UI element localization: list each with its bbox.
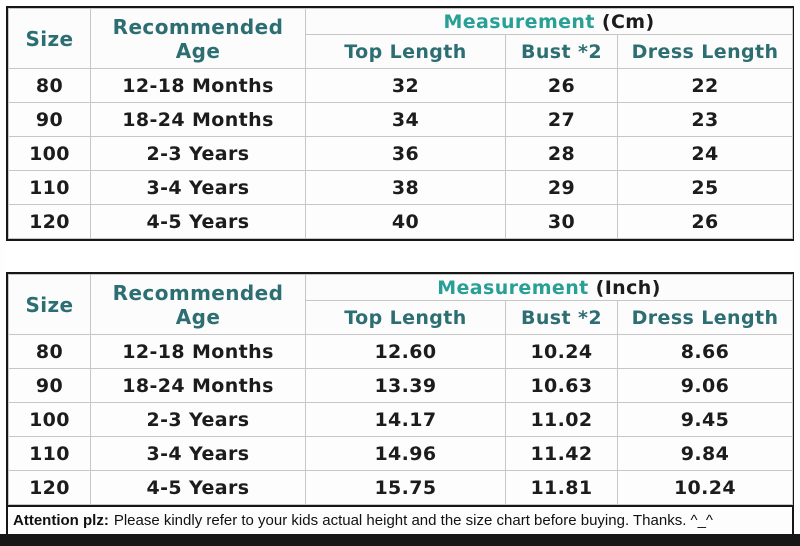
inch-row-110: 110 3-4 Years 14.96 11.42 9.84 [8, 436, 793, 471]
top-length-cell: 34 [305, 102, 506, 137]
bust-cell: 11.02 [505, 402, 618, 437]
top-length-cell: 12.60 [305, 334, 506, 369]
dress-length-cell: 26 [616, 204, 794, 239]
cm-header-row-1: Size Recommended Age Measurement (Cm) [8, 8, 794, 69]
size-cell: 120 [8, 204, 91, 239]
inch-row-90: 90 18-24 Months 13.39 10.63 9.06 [8, 368, 793, 403]
age-cell: 18-24 Months [90, 102, 306, 137]
bust-cell: 30 [505, 204, 618, 239]
dress-length-cell: 9.45 [617, 402, 793, 437]
inch-row-120: 120 4-5 Years 15.75 11.81 10.24 [8, 470, 793, 505]
bust-cell: 10.24 [505, 334, 618, 369]
age-cell: 3-4 Years [90, 436, 306, 471]
top-length-cell: 13.39 [305, 368, 506, 403]
size-cell: 90 [8, 102, 91, 137]
inch-measurement-unit: (Inch) [595, 276, 661, 299]
age-cell: 4-5 Years [90, 470, 306, 505]
cm-table-box: Size Recommended Age Measurement (Cm) To… [6, 6, 794, 241]
cm-measurement-unit: (Cm) [601, 10, 655, 33]
dress-length-cell: 24 [616, 136, 794, 171]
inch-col-dress-length: Dress Length [617, 300, 793, 335]
cm-row-90: 90 18-24 Months 34 27 23 [8, 102, 794, 137]
inch-row-100: 100 2-3 Years 14.17 11.02 9.45 [8, 402, 793, 437]
bust-cell: 26 [505, 68, 618, 103]
inch-size-header: Size [8, 274, 91, 335]
size-cell: 90 [8, 368, 91, 403]
inch-table-box: Size Recommended Age Measurement (Inch) … [6, 272, 794, 534]
bust-cell: 10.63 [505, 368, 618, 403]
age-cell: 12-18 Months [90, 334, 306, 369]
age-cell: 2-3 Years [90, 402, 306, 437]
bust-cell: 11.42 [505, 436, 618, 471]
bust-cell: 28 [505, 136, 618, 171]
inch-age-header: Recommended Age [90, 274, 306, 335]
dress-length-cell: 8.66 [617, 334, 793, 369]
top-length-cell: 15.75 [305, 470, 506, 505]
cm-measurement-label: Measurement [443, 10, 595, 33]
dress-length-cell: 25 [616, 170, 794, 205]
dress-length-cell: 10.24 [617, 470, 793, 505]
cm-header-row-2: Top Length Bust *2 Dress Length [9, 34, 794, 69]
top-length-cell: 38 [305, 170, 506, 205]
cm-col-bust: Bust *2 [505, 34, 618, 69]
inch-col-bust: Bust *2 [505, 300, 618, 335]
dress-length-cell: 9.84 [617, 436, 793, 471]
top-length-cell: 36 [305, 136, 506, 171]
size-cell: 110 [8, 170, 91, 205]
top-length-cell: 32 [305, 68, 506, 103]
dress-length-cell: 22 [616, 68, 794, 103]
attention-label: Attention plz: [13, 512, 109, 529]
inch-header-row-1: Size Recommended Age Measurement (Inch) [8, 274, 793, 335]
inch-row-80: 80 12-18 Months 12.60 10.24 8.66 [8, 334, 793, 369]
cm-row-80: 80 12-18 Months 32 26 22 [8, 68, 794, 103]
top-length-cell: 40 [305, 204, 506, 239]
attention-note: Attention plz: Please kindly refer to yo… [8, 505, 792, 534]
age-cell: 18-24 Months [90, 368, 306, 403]
bust-cell: 11.81 [505, 470, 618, 505]
inch-header-row-2: Top Length Bust *2 Dress Length [9, 300, 793, 335]
cm-size-table: Size Recommended Age Measurement (Cm) To… [8, 8, 794, 239]
size-cell: 80 [8, 334, 91, 369]
bust-cell: 29 [505, 170, 618, 205]
cm-row-120: 120 4-5 Years 40 30 26 [8, 204, 794, 239]
bust-cell: 27 [505, 102, 618, 137]
age-cell: 4-5 Years [90, 204, 306, 239]
cm-measurement-header: Measurement (Cm) [304, 8, 794, 35]
age-cell: 2-3 Years [90, 136, 306, 171]
attention-text: Please kindly refer to your kids actual … [113, 512, 713, 529]
dress-length-cell: 23 [616, 102, 794, 137]
cm-age-header: Recommended Age [90, 8, 306, 69]
table-separator [6, 241, 794, 272]
inch-measurement-header: Measurement (Inch) [305, 274, 793, 301]
inch-measurement-label: Measurement [437, 276, 589, 299]
inch-col-top-length: Top Length [305, 300, 506, 335]
dress-length-cell: 9.06 [617, 368, 793, 403]
top-length-cell: 14.17 [305, 402, 506, 437]
size-cell: 100 [8, 402, 91, 437]
size-cell: 110 [8, 436, 91, 471]
cm-row-110: 110 3-4 Years 38 29 25 [8, 170, 794, 205]
age-cell: 12-18 Months [90, 68, 306, 103]
cm-size-header: Size [8, 8, 91, 69]
size-cell: 120 [8, 470, 91, 505]
inch-size-table: Size Recommended Age Measurement (Inch) … [8, 274, 793, 505]
cm-col-dress-length: Dress Length [616, 34, 794, 69]
size-cell: 80 [8, 68, 91, 103]
cm-col-top-length: Top Length [305, 34, 506, 69]
bottom-black-bar [0, 534, 800, 546]
cm-row-100: 100 2-3 Years 36 28 24 [8, 136, 794, 171]
top-length-cell: 14.96 [305, 436, 506, 471]
age-cell: 3-4 Years [90, 170, 306, 205]
size-cell: 100 [8, 136, 91, 171]
